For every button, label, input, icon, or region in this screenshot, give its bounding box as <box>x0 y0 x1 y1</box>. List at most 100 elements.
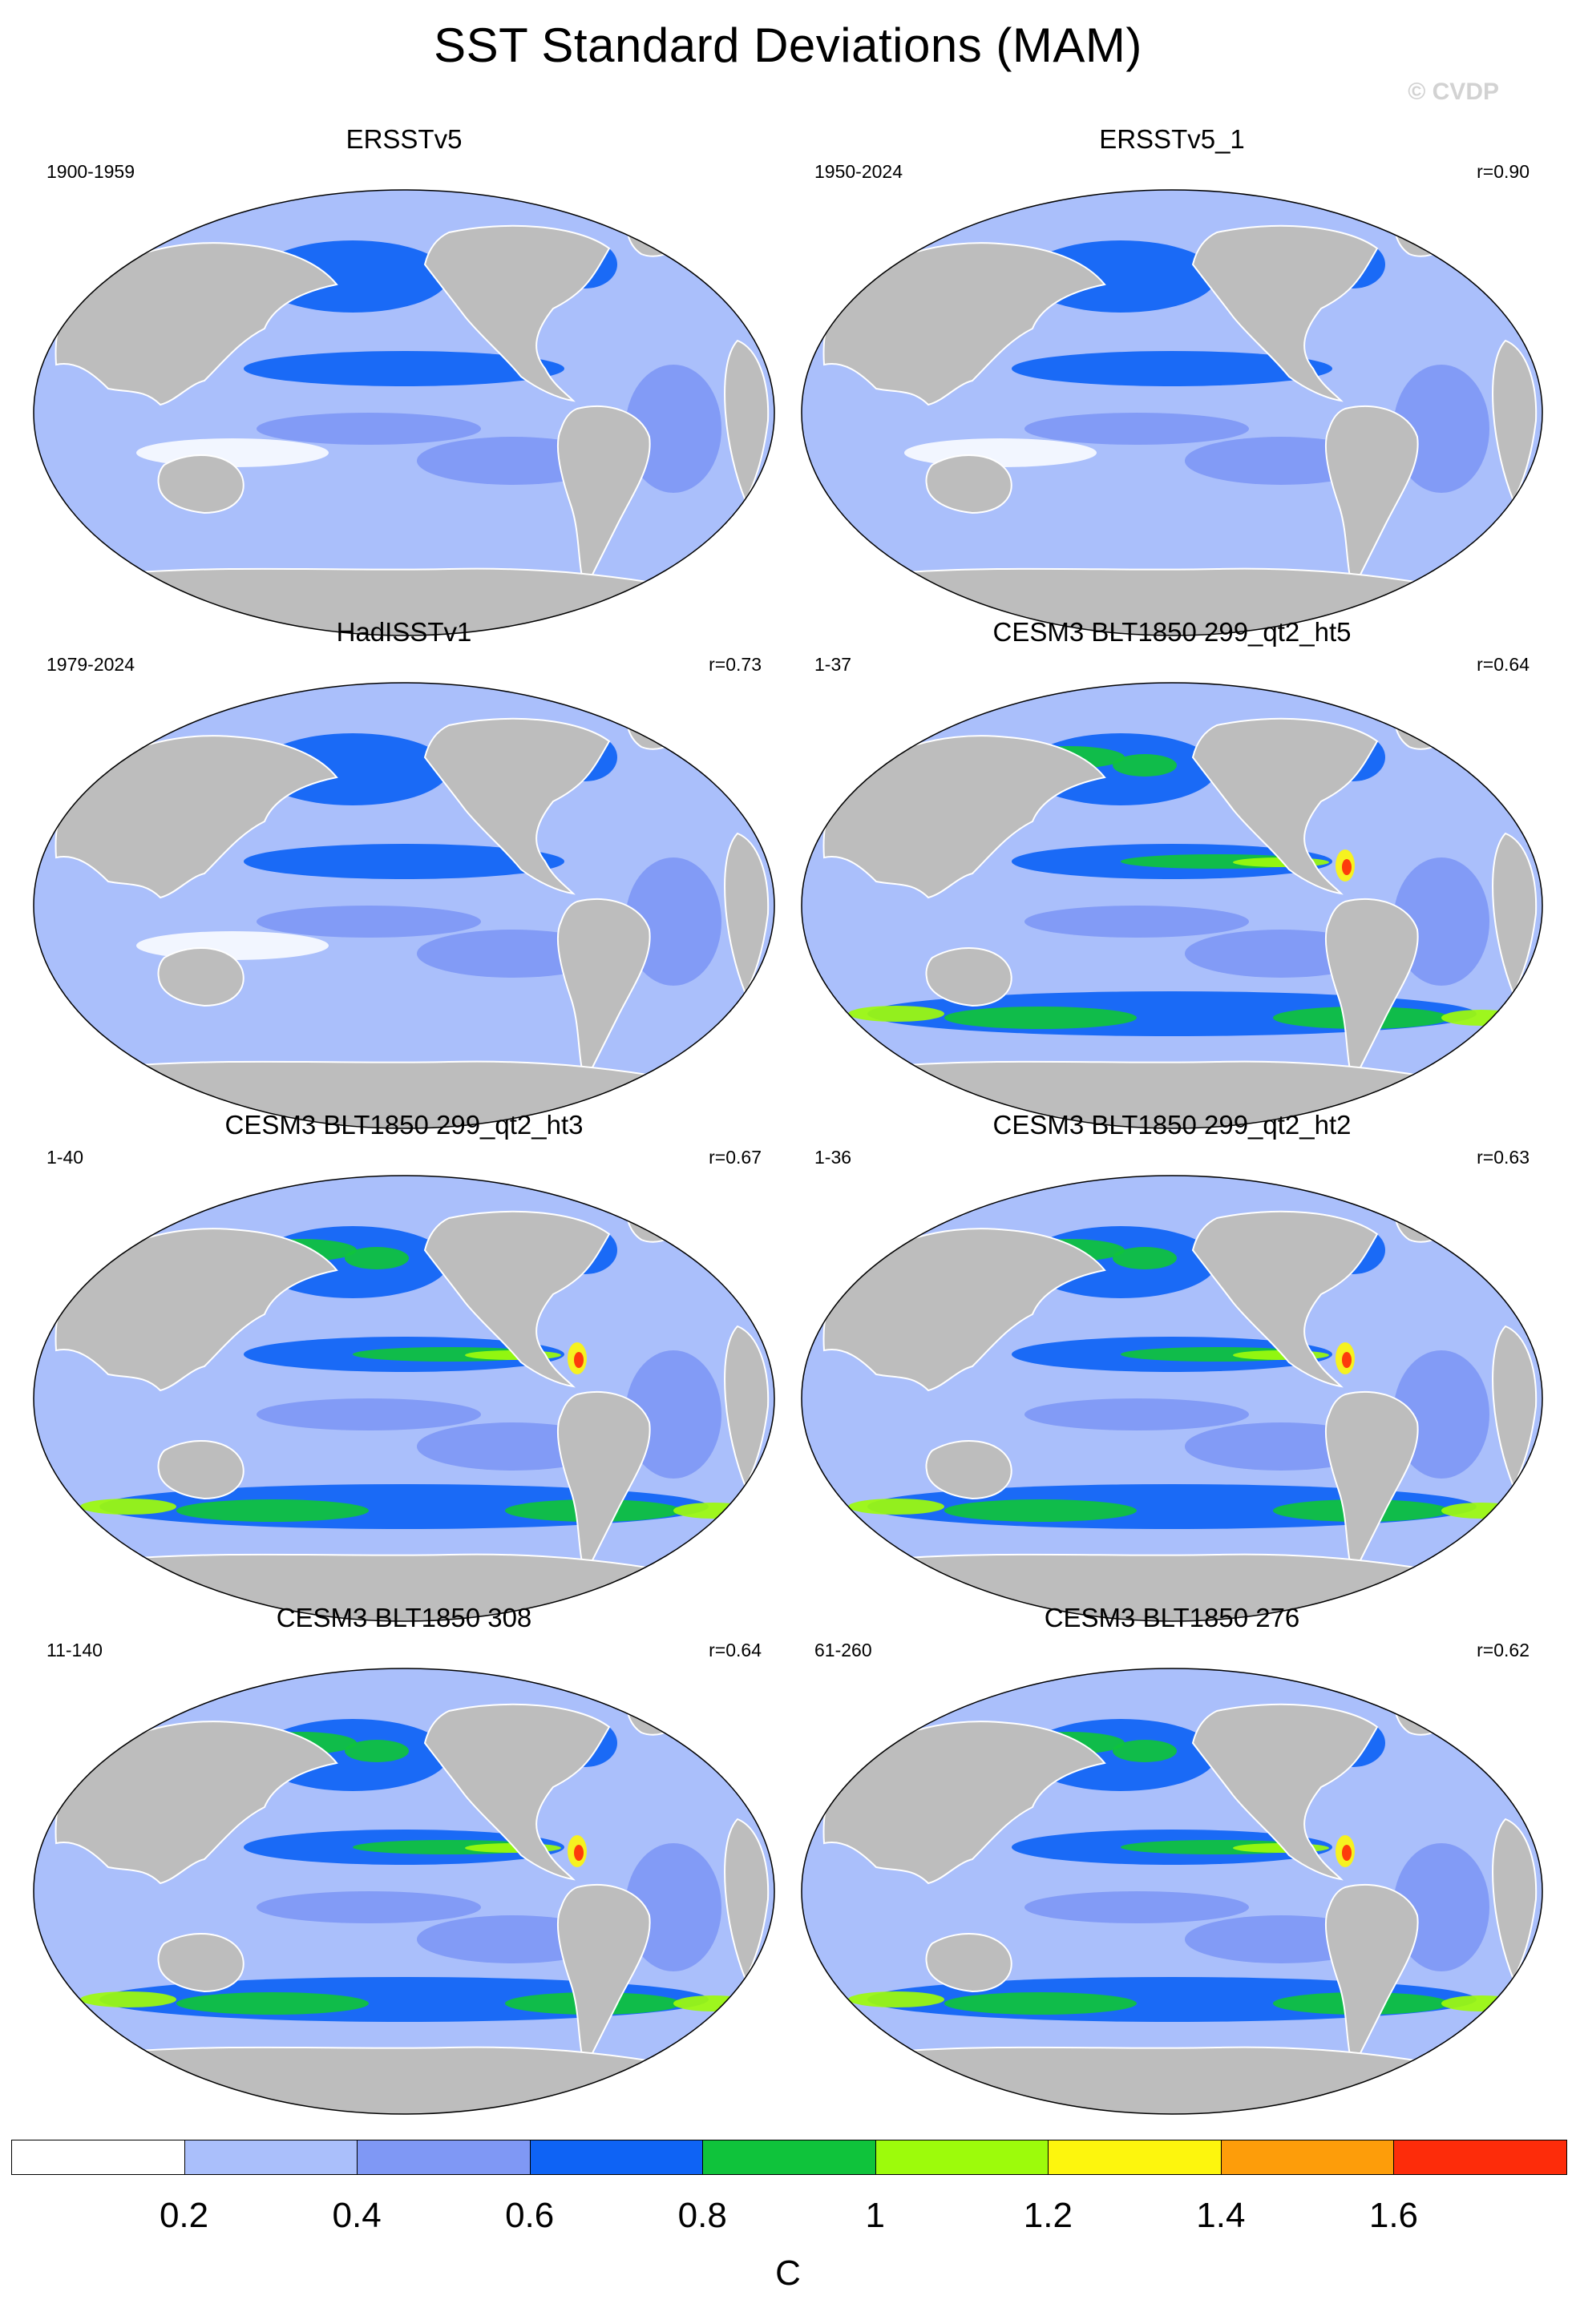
colorbar-segment <box>875 2140 1049 2175</box>
land-mass <box>157 1440 244 1500</box>
colorbar-tick-label: 1.4 <box>1196 2196 1246 2235</box>
colorbar-segment <box>1048 2140 1222 2175</box>
land-mass <box>1191 1703 1379 1881</box>
sst-anomaly-region <box>1024 1891 1249 1923</box>
land-mass <box>822 1228 1106 1392</box>
map-outline <box>33 682 775 1129</box>
sst-anomaly-region <box>574 1845 584 1861</box>
cvdp-watermark: © CVDP <box>1408 79 1499 105</box>
world-map <box>801 1668 1543 2115</box>
sst-anomaly-region <box>1441 1503 1521 1519</box>
sst-anomaly-region <box>848 1499 944 1515</box>
land-mass <box>925 1933 1012 1993</box>
sst-anomaly-region <box>625 365 721 493</box>
sst-anomaly-region <box>1024 906 1249 938</box>
low-variability-region <box>904 438 1097 467</box>
world-map <box>801 682 1543 1129</box>
map-outline <box>801 1668 1543 2115</box>
land-mass <box>423 1703 611 1881</box>
page-title: SST Standard Deviations (MAM) <box>434 18 1142 72</box>
panel-correlation: r=0.64 <box>1477 654 1530 675</box>
sst-anomaly-region <box>625 1843 721 1971</box>
sst-anomaly-region <box>176 1992 369 2015</box>
panel-correlation: r=0.62 <box>1477 1640 1530 1660</box>
land-mass <box>423 224 611 402</box>
sst-anomaly-region <box>1113 1740 1177 1762</box>
sst-anomaly-region <box>244 844 564 879</box>
map-panel: CESM3 BLT1850 299_qt2_ht3 1-40 r=0.67 <box>32 1110 776 1623</box>
map-panel: CESM3 BLT1850 299_qt2_ht5 1-37 r=0.64 <box>800 617 1544 1130</box>
land-mass <box>157 947 244 1007</box>
world-map <box>33 1668 775 2115</box>
sst-anomaly-region <box>176 1499 369 1522</box>
sst-anomaly-region <box>80 1499 176 1515</box>
world-map <box>33 1175 775 1622</box>
world-map <box>801 189 1543 636</box>
panel-title: CESM3 BLT1850 299_qt2_ht3 <box>224 1110 584 1140</box>
map-outline <box>33 1175 775 1622</box>
panel-year-range: 1900-1959 <box>46 161 135 182</box>
map-outline <box>801 189 1543 636</box>
sst-anomaly-region <box>1024 413 1249 445</box>
colorbar-tick-label: 1.2 <box>1023 2196 1073 2235</box>
sst-anomaly-region <box>1393 1843 1489 1971</box>
land-mass <box>925 454 1012 514</box>
sst-anomaly-region <box>345 1247 409 1269</box>
panel-year-range: 1979-2024 <box>46 654 135 675</box>
map-panel: CESM3 BLT1850 299_qt2_ht2 1-36 r=0.63 <box>800 1110 1544 1623</box>
sst-anomaly-region <box>1342 859 1352 875</box>
map-panel: ERSSTv5 1900-1959 <box>32 124 776 637</box>
panel-title: CESM3 BLT1850 308 <box>276 1603 532 1632</box>
colorbar <box>11 2140 1567 2177</box>
sst-anomaly-region <box>625 1350 721 1479</box>
colorbar-tick-label: 0.6 <box>505 2196 555 2235</box>
sst-anomaly-region <box>80 1991 176 2007</box>
sst-anomaly-region <box>848 1991 944 2007</box>
sst-anomaly-region <box>1012 351 1332 386</box>
land-mass <box>1191 717 1379 895</box>
sst-anomaly-region <box>848 1006 944 1022</box>
sst-anomaly-region <box>257 906 481 938</box>
colorbar-segment <box>702 2140 876 2175</box>
world-map <box>33 682 775 1129</box>
sst-anomaly-region <box>1342 1845 1352 1861</box>
map-outline <box>801 682 1543 1129</box>
land-mass <box>157 454 244 514</box>
panel-year-range: 11-140 <box>46 1640 103 1660</box>
land-mass <box>925 947 1012 1007</box>
sst-anomaly-region <box>1342 1352 1352 1368</box>
sst-anomaly-region <box>1393 365 1489 493</box>
panel-title: ERSSTv5 <box>346 124 463 154</box>
sst-anomaly-region <box>1393 857 1489 986</box>
panel-year-range: 61-260 <box>814 1640 872 1660</box>
map-panel: CESM3 BLT1850 276 61-260 r=0.62 <box>800 1603 1544 2116</box>
sst-anomaly-region <box>257 413 481 445</box>
sst-anomaly-region <box>257 1398 481 1430</box>
map-outline <box>33 1668 775 2115</box>
land-mass <box>1191 224 1379 402</box>
land-mass <box>1191 1210 1379 1388</box>
panel-year-range: 1-37 <box>814 654 852 675</box>
sst-anomaly-region <box>944 1992 1137 2015</box>
map-outline <box>33 189 775 636</box>
land-mass <box>822 735 1106 899</box>
sst-anomaly-region <box>257 1891 481 1923</box>
map-panel: HadISSTv1 1979-2024 r=0.73 <box>32 617 776 1130</box>
sst-anomaly-region <box>673 1995 754 2011</box>
panel-title: ERSSTv5_1 <box>1099 124 1245 154</box>
panel-correlation: r=0.63 <box>1477 1147 1530 1168</box>
sst-anomaly-region <box>944 1007 1137 1029</box>
colorbar-tick-label: 0.8 <box>677 2196 727 2235</box>
panel-title: CESM3 BLT1850 276 <box>1044 1603 1300 1632</box>
land-mass <box>925 1440 1012 1500</box>
panel-title: CESM3 BLT1850 299_qt2_ht5 <box>992 617 1352 647</box>
panel-year-range: 1-40 <box>46 1147 84 1168</box>
panel-year-range: 1950-2024 <box>814 161 903 182</box>
land-mass <box>423 1210 611 1388</box>
land-mass <box>55 1228 338 1392</box>
panel-title: HadISSTv1 <box>336 617 472 647</box>
sst-anomaly-region <box>1113 754 1177 777</box>
world-map <box>33 189 775 636</box>
sst-anomaly-region <box>244 351 564 386</box>
land-mass <box>55 735 338 899</box>
